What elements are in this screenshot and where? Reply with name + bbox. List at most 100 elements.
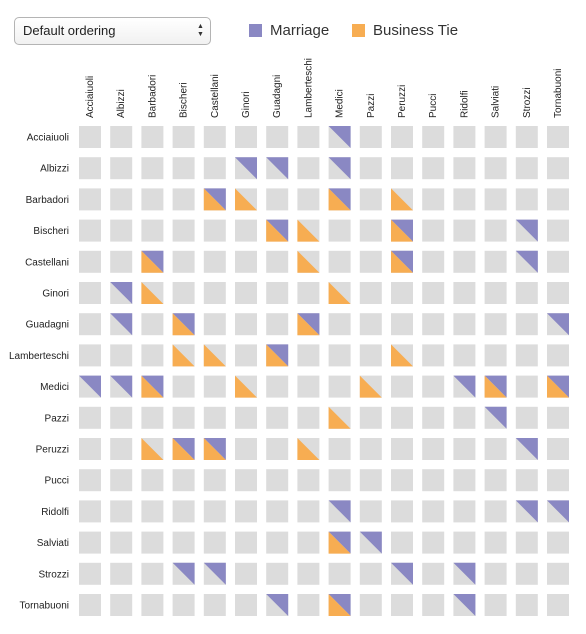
matrix-cell — [328, 500, 351, 523]
matrix-cell — [172, 250, 195, 273]
matrix-cell — [172, 344, 195, 367]
matrix-cell — [453, 250, 476, 273]
cell-background — [547, 594, 569, 616]
cell-background — [422, 469, 445, 492]
legend-swatch-marriage — [249, 24, 262, 37]
cell-background — [235, 438, 257, 460]
cell-background — [172, 282, 195, 304]
matrix-cell — [235, 157, 257, 180]
matrix-cell — [547, 344, 569, 367]
legend-label-business-tie: Business Tie — [373, 22, 459, 39]
matrix-cell — [79, 562, 101, 585]
matrix-cell — [172, 313, 195, 336]
matrix-cell — [515, 438, 538, 460]
matrix-cell — [359, 219, 382, 242]
cell-background — [328, 375, 351, 398]
matrix-cell — [172, 406, 195, 429]
matrix-cell — [203, 562, 226, 585]
matrix-cell — [422, 282, 445, 304]
cell-background — [203, 250, 226, 273]
matrix-cell — [172, 126, 195, 148]
column-label: Peruzzi — [397, 85, 408, 118]
cell-background — [203, 282, 226, 304]
matrix-cell — [266, 344, 289, 367]
cell-background — [484, 500, 507, 523]
matrix-cell — [235, 469, 257, 492]
matrix-cell — [235, 250, 257, 273]
matrix-cell — [453, 282, 476, 304]
cell-background — [141, 219, 164, 242]
cell-background — [547, 562, 569, 585]
cell-background — [172, 157, 195, 180]
cell-background — [79, 500, 101, 523]
cell-background — [79, 126, 101, 148]
row-label: Ridolfi — [41, 507, 69, 518]
matrix-cell — [235, 531, 257, 554]
matrix-cell — [359, 282, 382, 304]
cell-background — [79, 594, 101, 616]
business-tie-mark — [172, 313, 195, 336]
cell-background — [515, 313, 538, 336]
cell-background — [484, 344, 507, 367]
cell-background — [453, 469, 476, 492]
marriage-mark — [515, 500, 538, 523]
matrix-cell — [79, 219, 101, 242]
cell-background — [79, 219, 101, 242]
matrix-cell — [141, 126, 164, 148]
matrix-cell — [515, 188, 538, 211]
matrix-cell — [359, 126, 382, 148]
column-label: Albizzi — [116, 89, 127, 118]
cell-background — [484, 594, 507, 616]
cell-background — [141, 188, 164, 211]
cell-background — [422, 282, 445, 304]
cell-background — [422, 219, 445, 242]
matrix-cell — [484, 188, 507, 211]
cell-background — [141, 406, 164, 429]
cell-background — [235, 406, 257, 429]
matrix-cell — [422, 188, 445, 211]
cell-background — [172, 126, 195, 148]
cell-background — [359, 438, 382, 460]
matrix-cell — [484, 469, 507, 492]
matrix-cell — [203, 157, 226, 180]
matrix-cell — [328, 344, 351, 367]
cell-background — [79, 469, 101, 492]
matrix-cell — [110, 313, 133, 336]
matrix-cell — [172, 375, 195, 398]
cell-background — [359, 282, 382, 304]
cell-background — [266, 126, 289, 148]
matrix-cell — [328, 219, 351, 242]
column-label: Salviati — [491, 86, 502, 118]
cell-background — [110, 469, 133, 492]
matrix-cell — [359, 157, 382, 180]
cell-background — [515, 188, 538, 211]
cell-background — [547, 406, 569, 429]
ordering-select[interactable]: Default ordering ▲ ▼ — [14, 17, 211, 45]
cell-background — [266, 500, 289, 523]
matrix-cell — [297, 594, 320, 616]
cell-background — [453, 219, 476, 242]
cell-background — [484, 219, 507, 242]
cell-background — [422, 500, 445, 523]
cell-background — [203, 500, 226, 523]
marriage-mark — [391, 250, 413, 273]
cell-background — [297, 188, 320, 211]
matrix-cell — [391, 375, 413, 398]
cell-background — [547, 531, 569, 554]
cell-background — [141, 500, 164, 523]
cell-background — [422, 438, 445, 460]
business-tie-mark — [266, 344, 289, 367]
cell-background — [515, 562, 538, 585]
cell-background — [141, 344, 164, 367]
matrix-cell — [297, 562, 320, 585]
matrix-cell — [110, 344, 133, 367]
cell-background — [172, 500, 195, 523]
matrix-cell — [515, 157, 538, 180]
matrix-cell — [141, 531, 164, 554]
business-tie-mark — [141, 282, 164, 304]
matrix-cell — [79, 188, 101, 211]
cell-background — [359, 219, 382, 242]
matrix-cell — [328, 375, 351, 398]
cell-background — [110, 250, 133, 273]
